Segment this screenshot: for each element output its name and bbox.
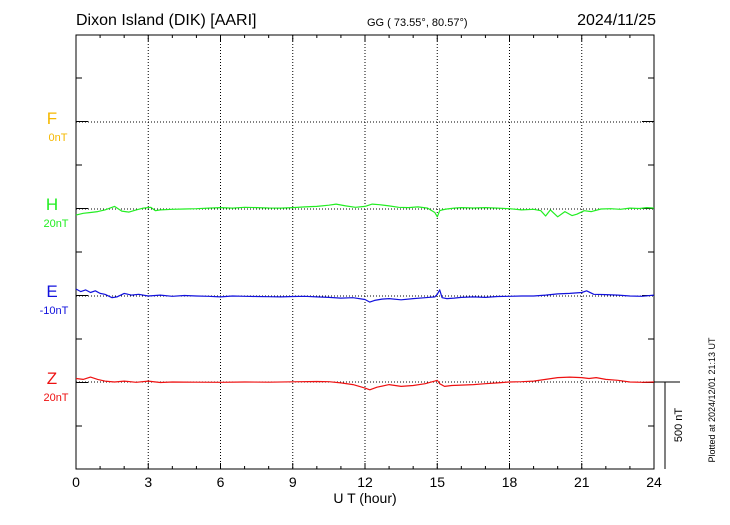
x-tick-label: 15 xyxy=(429,474,445,490)
offset-label-E: -10nT xyxy=(40,305,69,317)
x-tick-label: 3 xyxy=(144,474,152,490)
station-title: Dixon Island (DIK) [AARI] xyxy=(76,12,257,29)
x-axis-label: U T (hour) xyxy=(333,490,396,506)
component-label-E: E xyxy=(46,282,57,301)
x-tick-label: 24 xyxy=(646,474,662,490)
offset-label-Z: 20nT xyxy=(43,392,68,404)
grid-lines xyxy=(76,35,654,469)
x-tick-label: 6 xyxy=(217,474,225,490)
plotted-timestamp: Plotted at 2024/12/01 21:13 UT xyxy=(707,337,717,463)
series-line-H xyxy=(75,203,655,218)
series-line-Z xyxy=(75,376,655,391)
offset-label-H: 20nT xyxy=(43,218,68,230)
coordinates-label: GG ( 73.55°, 80.57°) xyxy=(367,17,468,29)
scale-bar-label: 500 nT xyxy=(673,408,685,443)
date-label: 2024/11/25 xyxy=(577,12,656,29)
series-group xyxy=(75,203,655,391)
x-tick-label: 21 xyxy=(574,474,590,490)
x-tick-label: 18 xyxy=(502,474,518,490)
x-tick-labels: 0 3 6 9 12 15 18 21 24 xyxy=(72,474,662,490)
x-tick-label: 12 xyxy=(357,474,373,490)
x-tick-label: 0 xyxy=(72,474,80,490)
x-tick-label: 9 xyxy=(289,474,297,490)
offset-label-F: 0nT xyxy=(49,132,68,144)
component-label-F: F xyxy=(47,109,57,128)
component-label-Z: Z xyxy=(47,369,57,388)
component-label-H: H xyxy=(46,195,58,214)
series-line-E xyxy=(75,288,655,303)
